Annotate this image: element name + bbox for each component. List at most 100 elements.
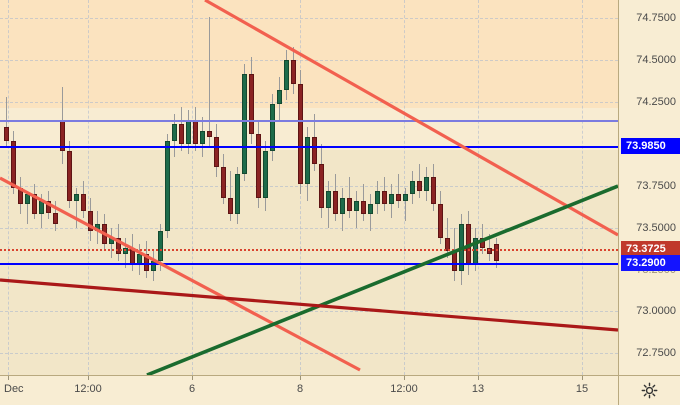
candle-wick bbox=[398, 174, 399, 208]
time-tick-label: 13 bbox=[471, 383, 485, 395]
candle-body[interactable] bbox=[228, 197, 233, 215]
candle-body[interactable] bbox=[417, 180, 422, 191]
candle-wick bbox=[405, 187, 406, 221]
candle-body[interactable] bbox=[354, 200, 359, 211]
candle-body[interactable] bbox=[95, 224, 100, 232]
candle-body[interactable] bbox=[207, 130, 212, 138]
candle-body[interactable] bbox=[410, 180, 415, 195]
candle-body[interactable] bbox=[284, 60, 289, 91]
time-tick-label: 12:00 bbox=[74, 383, 102, 395]
candle-wick bbox=[6, 97, 7, 148]
candle-body[interactable] bbox=[214, 137, 219, 168]
candle-body[interactable] bbox=[298, 83, 303, 185]
resistance-line[interactable] bbox=[0, 146, 618, 149]
candle-body[interactable] bbox=[102, 224, 107, 245]
price-tick-label: 74.2500 bbox=[636, 96, 676, 109]
candle-body[interactable] bbox=[361, 200, 366, 215]
candle-body[interactable] bbox=[81, 194, 86, 211]
last-price-label[interactable]: 73.3725 bbox=[621, 241, 680, 258]
price-tick-label: 74.7500 bbox=[636, 12, 676, 25]
candle-body[interactable] bbox=[319, 164, 324, 208]
candle-body[interactable] bbox=[263, 150, 268, 198]
candle-body[interactable] bbox=[200, 130, 205, 144]
candle-body[interactable] bbox=[158, 231, 163, 262]
price-tick-label: 73.5000 bbox=[636, 221, 676, 234]
candle-body[interactable] bbox=[396, 194, 401, 201]
candle-body[interactable] bbox=[39, 200, 44, 215]
time-axis[interactable]: Dec 12:00 6 8 12:00 13 15 bbox=[0, 375, 618, 405]
candle-wick bbox=[209, 16, 210, 148]
candle-body[interactable] bbox=[424, 177, 429, 191]
candle-body[interactable] bbox=[466, 224, 471, 265]
candle-body[interactable] bbox=[18, 187, 23, 205]
price-tick-label: 74.5000 bbox=[636, 54, 676, 67]
time-tick-label: 8 bbox=[296, 383, 304, 395]
resistance-label[interactable]: 73.9850 bbox=[621, 138, 680, 155]
upper-price-zone bbox=[0, 0, 618, 108]
candle-body[interactable] bbox=[165, 140, 170, 232]
time-tick-label: 12:00 bbox=[390, 383, 418, 395]
time-tick-label: Dec bbox=[4, 383, 24, 395]
candle-body[interactable] bbox=[67, 150, 72, 201]
price-tick-label: 73.7500 bbox=[636, 179, 676, 192]
upper-band-line[interactable] bbox=[0, 119, 618, 122]
candle-body[interactable] bbox=[256, 133, 261, 198]
candle-body[interactable] bbox=[368, 204, 373, 215]
candle-body[interactable] bbox=[4, 127, 9, 141]
candle-body[interactable] bbox=[277, 90, 282, 104]
candle-body[interactable] bbox=[221, 167, 226, 198]
time-tick-label: 6 bbox=[188, 383, 196, 395]
candle-body[interactable] bbox=[347, 197, 352, 211]
candle-body[interactable] bbox=[305, 137, 310, 185]
candle-body[interactable] bbox=[25, 194, 30, 205]
candle-body[interactable] bbox=[291, 60, 296, 84]
time-tick-mark bbox=[8, 376, 9, 380]
candle-body[interactable] bbox=[172, 123, 177, 141]
price-tick-label: 73.0000 bbox=[636, 305, 676, 318]
time-tick-mark bbox=[478, 376, 479, 380]
chart-plot-area[interactable] bbox=[0, 0, 618, 375]
candle-body[interactable] bbox=[53, 212, 58, 225]
candle-body[interactable] bbox=[431, 177, 436, 205]
candle-body[interactable] bbox=[32, 194, 37, 215]
candle-body[interactable] bbox=[186, 120, 191, 144]
price-axis[interactable]: 74.7500 74.5000 74.2500 73.7500 73.5000 73.00… bbox=[618, 0, 680, 375]
support-line[interactable] bbox=[0, 262, 618, 265]
candle-body[interactable] bbox=[235, 174, 240, 215]
candle-body[interactable] bbox=[88, 210, 93, 232]
candle-body[interactable] bbox=[242, 73, 247, 175]
support-label[interactable]: 73.2900 bbox=[621, 254, 680, 271]
candle-body[interactable] bbox=[333, 190, 338, 215]
candle-body[interactable] bbox=[403, 194, 408, 201]
candle-body[interactable] bbox=[46, 200, 51, 213]
time-tick-mark bbox=[300, 376, 301, 380]
candle-body[interactable] bbox=[473, 237, 478, 265]
candle-body[interactable] bbox=[438, 204, 443, 238]
candle-body[interactable] bbox=[116, 237, 121, 255]
time-tick-mark bbox=[192, 376, 193, 380]
price-tick-label: 72.7500 bbox=[636, 347, 676, 360]
chart-settings-button[interactable] bbox=[618, 375, 680, 405]
candle-body[interactable] bbox=[249, 73, 254, 134]
gear-icon bbox=[641, 382, 658, 399]
last-price-line[interactable] bbox=[0, 249, 618, 252]
time-tick-mark bbox=[404, 376, 405, 380]
candle-body[interactable] bbox=[270, 103, 275, 151]
candle-body[interactable] bbox=[193, 120, 198, 144]
candle-body[interactable] bbox=[312, 137, 317, 165]
candle-body[interactable] bbox=[389, 194, 394, 205]
candle-body[interactable] bbox=[452, 251, 457, 272]
time-tick-label: 15 bbox=[575, 383, 589, 395]
candle-body[interactable] bbox=[480, 237, 485, 248]
candle-body[interactable] bbox=[494, 244, 499, 262]
candle-body[interactable] bbox=[179, 123, 184, 144]
candle-body[interactable] bbox=[109, 237, 114, 245]
time-tick-mark bbox=[582, 376, 583, 380]
candle-body[interactable] bbox=[326, 190, 331, 208]
time-tick-mark bbox=[88, 376, 89, 380]
candle-body[interactable] bbox=[340, 197, 345, 215]
candle-body[interactable] bbox=[74, 194, 79, 201]
candle-body[interactable] bbox=[382, 190, 387, 205]
candle-body[interactable] bbox=[375, 190, 380, 205]
